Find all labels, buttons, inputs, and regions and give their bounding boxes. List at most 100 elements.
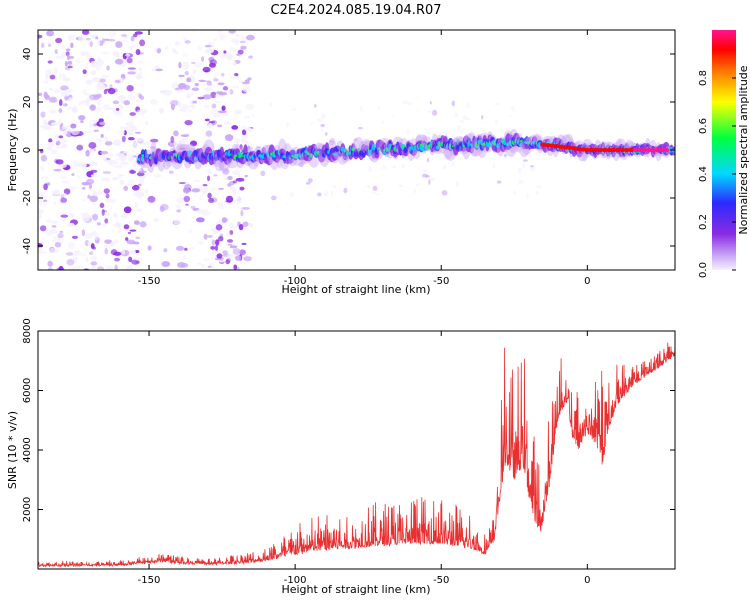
snr-xtick-label: 0 xyxy=(584,575,590,586)
spectrogram-ytick-label: 20 xyxy=(22,96,33,109)
heatmap-cell xyxy=(113,165,123,169)
heatmap-cell xyxy=(236,53,241,56)
heatmap-cell xyxy=(182,63,190,70)
heatmap-cell xyxy=(522,159,528,162)
heatmap-cell xyxy=(127,136,135,141)
heatmap-cell xyxy=(139,221,147,228)
heatmap-cell xyxy=(131,44,138,48)
colorbar-ticks: 0.0 0.2 0.4 0.6 0.8 xyxy=(698,70,736,278)
heatmap-cell xyxy=(298,161,304,168)
heatmap-cell xyxy=(120,34,128,37)
heatmap-cell xyxy=(305,181,311,185)
heatmap-cell xyxy=(132,33,138,38)
heatmap-cell xyxy=(645,147,652,153)
heatmap-cell xyxy=(456,125,461,129)
heatmap-cell xyxy=(55,159,64,165)
heatmap-cell xyxy=(78,101,83,106)
heatmap-cell xyxy=(522,163,526,169)
heatmap-cell xyxy=(519,140,524,143)
heatmap-cell xyxy=(133,220,140,225)
heatmap-cell xyxy=(227,243,233,246)
heatmap-cell xyxy=(204,44,212,48)
heatmap-cell xyxy=(84,232,93,239)
heatmap-cell xyxy=(231,125,239,130)
heatmap-cell xyxy=(195,217,205,223)
heatmap-cell xyxy=(424,129,429,132)
heatmap-cell xyxy=(623,147,630,153)
heatmap-cell xyxy=(201,56,205,62)
heatmap-cell xyxy=(407,102,413,106)
heatmap-cell xyxy=(63,188,71,195)
heatmap-cell xyxy=(261,127,264,130)
heatmap-cell xyxy=(184,40,191,44)
heatmap-cell xyxy=(123,224,130,230)
heatmap-cell xyxy=(103,104,110,111)
snr-plot-area xyxy=(38,331,675,569)
heatmap-cell xyxy=(391,164,397,169)
heatmap-cell xyxy=(48,267,53,270)
heatmap-cell xyxy=(597,147,604,153)
heatmap-cell xyxy=(81,212,90,219)
heatmap-cell xyxy=(133,168,142,172)
heatmap-cell xyxy=(209,108,218,115)
heatmap-cell xyxy=(218,236,224,242)
heatmap-cell xyxy=(241,242,247,246)
heatmap-cell xyxy=(137,60,144,65)
heatmap-cell xyxy=(225,259,230,265)
snr-series-line xyxy=(38,342,675,568)
heatmap-cell xyxy=(205,130,213,137)
heatmap-cell xyxy=(119,126,128,130)
heatmap-cell xyxy=(188,92,194,97)
heatmap-cell xyxy=(232,248,241,256)
heatmap-cell xyxy=(188,228,193,234)
heatmap-cell xyxy=(77,265,83,268)
heatmap-cell xyxy=(227,175,233,181)
heatmap-cell xyxy=(97,81,104,89)
heatmap-cell xyxy=(135,49,141,56)
heatmap-cell xyxy=(218,259,226,263)
heatmap-cell xyxy=(106,125,110,131)
heatmap-cell xyxy=(377,106,381,111)
heatmap-cell xyxy=(78,35,85,42)
heatmap-cell xyxy=(178,100,182,107)
heatmap-cell xyxy=(206,175,211,182)
heatmap-cell xyxy=(101,37,106,44)
heatmap-cell xyxy=(107,87,116,95)
heatmap-cell xyxy=(96,40,101,46)
heatmap-cell xyxy=(228,30,236,34)
heatmap-cell xyxy=(182,255,186,260)
heatmap-cell xyxy=(197,96,205,100)
heatmap-cell xyxy=(107,38,116,42)
heatmap-cell xyxy=(123,100,131,106)
heatmap-cell xyxy=(601,147,608,153)
heatmap-cell xyxy=(59,73,66,79)
heatmap-cell xyxy=(231,38,240,43)
heatmap-cell xyxy=(184,247,188,251)
heatmap-cell xyxy=(105,265,110,270)
heatmap-cell xyxy=(64,89,74,93)
heatmap-cell xyxy=(110,249,118,256)
heatmap-cell xyxy=(87,194,91,199)
heatmap-cell xyxy=(90,169,98,173)
heatmap-cell xyxy=(153,217,159,223)
heatmap-cell xyxy=(216,253,223,259)
heatmap-cell xyxy=(107,198,117,204)
heatmap-cell xyxy=(117,173,125,176)
heatmap-cell xyxy=(536,185,542,189)
heatmap-cell xyxy=(121,248,126,255)
heatmap-cell xyxy=(129,229,137,232)
heatmap-cell xyxy=(100,133,104,139)
heatmap-cell xyxy=(121,212,126,218)
heatmap-cell xyxy=(371,191,376,195)
heatmap-cell xyxy=(182,52,189,58)
heatmap-cell xyxy=(99,202,105,209)
snr-xtick-label: -150 xyxy=(138,575,161,586)
heatmap-cell xyxy=(117,226,122,234)
heatmap-cell xyxy=(606,147,613,153)
heatmap-cell xyxy=(584,147,591,153)
heatmap-cell xyxy=(593,147,600,153)
heatmap-cell xyxy=(131,241,140,245)
heatmap-cell xyxy=(50,227,59,231)
heatmap-cell xyxy=(81,198,86,202)
heatmap-cell xyxy=(140,95,145,101)
